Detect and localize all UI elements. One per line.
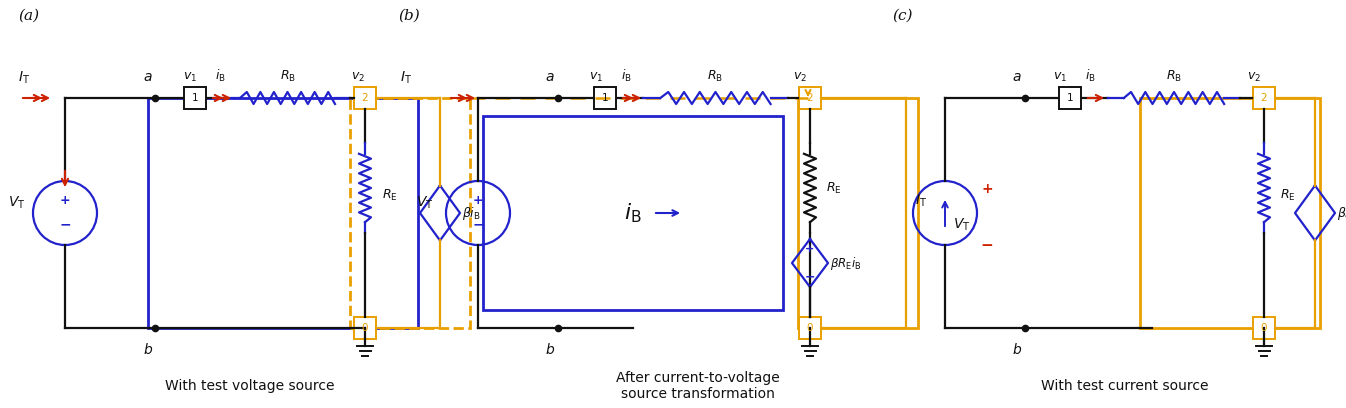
Text: $b$: $b$ bbox=[545, 342, 555, 357]
FancyBboxPatch shape bbox=[1253, 87, 1275, 109]
Text: 0: 0 bbox=[806, 323, 813, 333]
Text: −: − bbox=[805, 271, 816, 284]
Text: 2: 2 bbox=[806, 93, 813, 103]
Text: $a$: $a$ bbox=[1012, 70, 1022, 84]
Text: With test current source: With test current source bbox=[1042, 379, 1209, 393]
Text: $a$: $a$ bbox=[545, 70, 555, 84]
Text: +: + bbox=[981, 182, 993, 196]
Text: 1: 1 bbox=[602, 93, 608, 103]
Text: $R_{\rm E}$: $R_{\rm E}$ bbox=[826, 180, 841, 195]
Text: 2: 2 bbox=[1261, 93, 1268, 103]
Text: −: − bbox=[981, 237, 993, 253]
Text: $v_2$: $v_2$ bbox=[351, 71, 365, 84]
Text: $I_{\rm T}$: $I_{\rm T}$ bbox=[400, 70, 412, 86]
FancyBboxPatch shape bbox=[1253, 317, 1275, 339]
Text: $v_1$: $v_1$ bbox=[183, 71, 197, 84]
Text: $v_1$: $v_1$ bbox=[1053, 71, 1067, 84]
Text: $v_2$: $v_2$ bbox=[1246, 71, 1261, 84]
Text: +: + bbox=[59, 194, 70, 207]
Text: (a): (a) bbox=[17, 9, 39, 23]
FancyBboxPatch shape bbox=[354, 317, 376, 339]
Text: $i_{\rm B}$: $i_{\rm B}$ bbox=[621, 68, 631, 84]
Text: $I_{\rm T}$: $I_{\rm T}$ bbox=[17, 70, 30, 86]
FancyBboxPatch shape bbox=[184, 87, 206, 109]
Text: $R_{\rm B}$: $R_{\rm B}$ bbox=[280, 69, 296, 84]
FancyBboxPatch shape bbox=[594, 87, 616, 109]
Text: $I_{\rm T}$: $I_{\rm T}$ bbox=[915, 193, 927, 209]
Text: $\beta R_{\rm E} i_{\rm B}$: $\beta R_{\rm E} i_{\rm B}$ bbox=[830, 255, 861, 271]
Text: $b$: $b$ bbox=[1012, 342, 1022, 357]
Text: $R_{\rm B}$: $R_{\rm B}$ bbox=[707, 69, 723, 84]
Text: $R_{\rm E}$: $R_{\rm E}$ bbox=[382, 187, 397, 202]
Text: +: + bbox=[805, 244, 814, 254]
Text: $v_2$: $v_2$ bbox=[793, 71, 808, 84]
FancyBboxPatch shape bbox=[354, 87, 376, 109]
Text: 1: 1 bbox=[1066, 93, 1073, 103]
Text: +: + bbox=[472, 194, 483, 207]
Text: 2: 2 bbox=[362, 93, 369, 103]
Text: 1: 1 bbox=[191, 93, 198, 103]
Text: $b$: $b$ bbox=[143, 342, 153, 357]
Text: $a$: $a$ bbox=[143, 70, 153, 84]
Text: $R_{\rm B}$: $R_{\rm B}$ bbox=[1166, 69, 1182, 84]
Text: (b): (b) bbox=[398, 9, 420, 23]
Text: (c): (c) bbox=[892, 9, 913, 23]
FancyBboxPatch shape bbox=[800, 87, 821, 109]
Text: With test voltage source: With test voltage source bbox=[166, 379, 335, 393]
Text: $V_{\rm T}$: $V_{\rm T}$ bbox=[8, 195, 26, 211]
Text: After current-to-voltage
source transformation: After current-to-voltage source transfor… bbox=[616, 371, 779, 401]
Text: $V_{\rm T}$: $V_{\rm T}$ bbox=[416, 195, 433, 211]
Text: $i_{\rm B}$: $i_{\rm B}$ bbox=[625, 201, 642, 225]
Text: 0: 0 bbox=[362, 323, 369, 333]
Text: $\beta i_{\rm B}$: $\beta i_{\rm B}$ bbox=[1337, 204, 1346, 222]
Text: $\beta i_{\rm B}$: $\beta i_{\rm B}$ bbox=[462, 204, 481, 222]
Text: $v_1$: $v_1$ bbox=[590, 71, 603, 84]
Text: 0: 0 bbox=[1261, 323, 1267, 333]
Text: $i_{\rm B}$: $i_{\rm B}$ bbox=[214, 68, 225, 84]
Text: $V_{\rm T}$: $V_{\rm T}$ bbox=[953, 217, 970, 233]
FancyBboxPatch shape bbox=[1059, 87, 1081, 109]
FancyBboxPatch shape bbox=[800, 317, 821, 339]
Text: $R_{\rm E}$: $R_{\rm E}$ bbox=[1280, 187, 1296, 202]
Text: −: − bbox=[472, 217, 483, 231]
Text: −: − bbox=[59, 217, 71, 231]
Text: $i_{\rm B}$: $i_{\rm B}$ bbox=[1085, 68, 1096, 84]
